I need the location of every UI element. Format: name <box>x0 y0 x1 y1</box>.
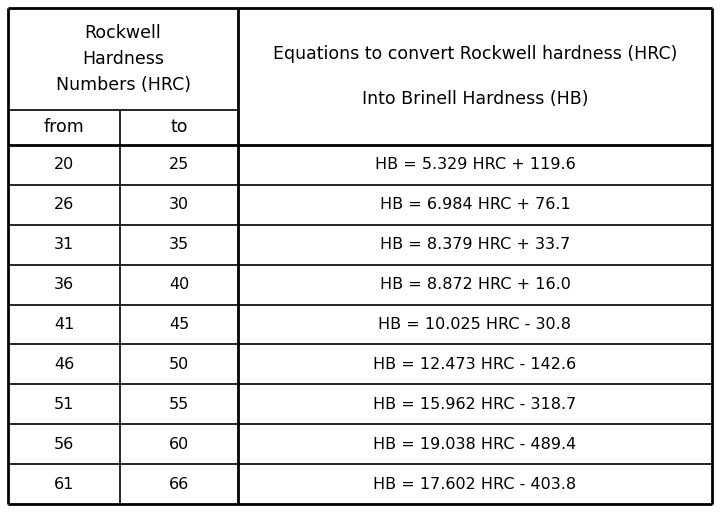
Text: HB = 5.329 HRC + 119.6: HB = 5.329 HRC + 119.6 <box>374 158 575 173</box>
Text: 26: 26 <box>54 197 74 212</box>
Text: 50: 50 <box>169 357 189 372</box>
Text: Into Brinell Hardness (HB): Into Brinell Hardness (HB) <box>361 90 588 109</box>
Text: HB = 6.984 HRC + 76.1: HB = 6.984 HRC + 76.1 <box>379 197 570 212</box>
Text: HB = 12.473 HRC - 142.6: HB = 12.473 HRC - 142.6 <box>374 357 577 372</box>
Text: 60: 60 <box>169 437 189 452</box>
Text: 25: 25 <box>169 158 189 173</box>
Text: 56: 56 <box>54 437 74 452</box>
Text: 20: 20 <box>54 158 74 173</box>
Text: Equations to convert Rockwell hardness (HRC): Equations to convert Rockwell hardness (… <box>273 45 678 62</box>
Text: 36: 36 <box>54 277 74 292</box>
Text: HB = 19.038 HRC - 489.4: HB = 19.038 HRC - 489.4 <box>374 437 577 452</box>
Text: 46: 46 <box>54 357 74 372</box>
Text: 61: 61 <box>54 477 74 492</box>
Text: Numbers (HRC): Numbers (HRC) <box>55 75 191 94</box>
Text: 41: 41 <box>54 317 74 332</box>
Text: Hardness: Hardness <box>82 50 164 68</box>
Text: 40: 40 <box>169 277 189 292</box>
Text: HB = 15.962 HRC - 318.7: HB = 15.962 HRC - 318.7 <box>374 397 577 412</box>
Text: HB = 10.025 HRC - 30.8: HB = 10.025 HRC - 30.8 <box>379 317 572 332</box>
Text: Rockwell: Rockwell <box>85 25 161 42</box>
Text: from: from <box>44 118 84 137</box>
Text: 30: 30 <box>169 197 189 212</box>
Text: 51: 51 <box>54 397 74 412</box>
Text: 66: 66 <box>169 477 189 492</box>
Text: 45: 45 <box>169 317 189 332</box>
Text: HB = 8.379 HRC + 33.7: HB = 8.379 HRC + 33.7 <box>380 237 570 252</box>
Text: 35: 35 <box>169 237 189 252</box>
Text: HB = 8.872 HRC + 16.0: HB = 8.872 HRC + 16.0 <box>379 277 570 292</box>
Text: HB = 17.602 HRC - 403.8: HB = 17.602 HRC - 403.8 <box>374 477 577 492</box>
Text: 55: 55 <box>169 397 189 412</box>
Text: to: to <box>170 118 188 137</box>
Text: 31: 31 <box>54 237 74 252</box>
